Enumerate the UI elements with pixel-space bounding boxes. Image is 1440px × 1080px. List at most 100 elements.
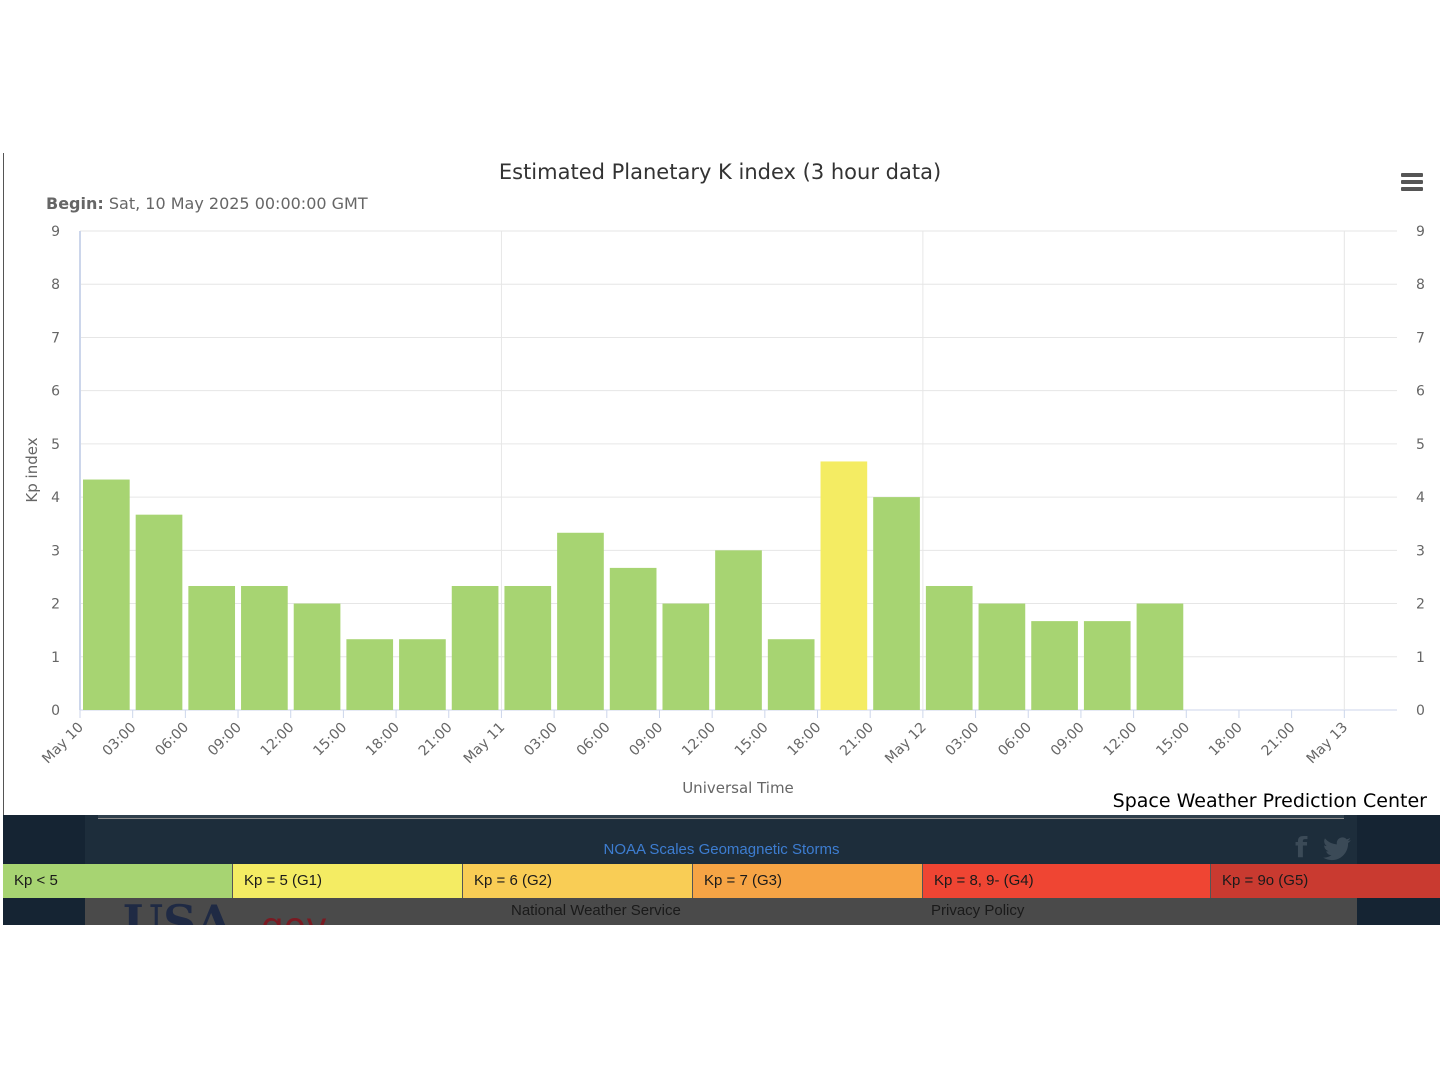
kp-bar (609, 567, 657, 710)
y-tick-label-right: 9 (1416, 224, 1425, 240)
kp-bar (241, 585, 288, 710)
svg-text:gov: gov (261, 906, 327, 925)
kp-bar (346, 639, 394, 710)
legend-kp-5-g1: Kp = 5 (G1) (233, 864, 463, 898)
x-tick-label: May 10 (39, 720, 87, 768)
menu-icon-line (1401, 187, 1423, 191)
kp-bar (873, 497, 920, 710)
chart-title: Estimated Planetary K index (3 hour data… (498, 160, 942, 184)
x-tick-label: 09:00 (626, 720, 666, 760)
kp-bar (293, 603, 341, 710)
kp-bar (504, 585, 552, 710)
legend-kp-8-g4: Kp = 8, 9- (G4) (923, 864, 1211, 898)
x-tick-label: 21:00 (1259, 720, 1299, 760)
x-tick-label: 21:00 (837, 720, 877, 760)
x-tick-label: 03:00 (943, 720, 983, 760)
x-axis-title: Universal Time (682, 779, 794, 797)
y-tick-label-left: 0 (51, 703, 60, 719)
y-tick-label-right: 7 (1416, 330, 1425, 346)
x-tick-label: 06:00 (574, 720, 614, 760)
kp-bar (715, 550, 762, 710)
y-tick-label-left: 6 (51, 384, 60, 400)
kp-bar (1136, 603, 1184, 710)
kp-bar (1031, 621, 1078, 710)
x-tick-label: 15:00 (732, 720, 772, 760)
chart-menu-button[interactable] (1398, 170, 1428, 194)
x-tick-label: May 11 (461, 720, 509, 768)
y-tick-label-right: 8 (1416, 277, 1425, 293)
footer-divider (98, 815, 1344, 819)
kp-bar (135, 514, 183, 710)
axis-labels: 0 0 1 1 2 2 3 3 4 4 5 5 6 6 7 7 8 8 9 9 May 10 03:00 06:00 09:0… (23, 224, 1425, 797)
kp-index-chart: 0 0 1 1 2 2 3 3 4 4 5 5 6 6 7 7 8 8 9 9 May 10 03:00 06:00 09:0… (23, 224, 1425, 797)
x-tick-label: 18:00 (1206, 720, 1246, 760)
y-tick-label-left: 7 (51, 330, 60, 346)
y-tick-label-right: 1 (1416, 650, 1425, 666)
x-tick-label: 21:00 (416, 720, 456, 760)
facebook-icon[interactable]: f (1295, 831, 1308, 864)
menu-icon-line (1401, 180, 1423, 184)
kp-bar (188, 585, 236, 710)
kp-bar (451, 585, 499, 710)
legend-kp-lt-5: Kp < 5 (3, 864, 233, 898)
y-tick-label-right: 5 (1416, 437, 1425, 453)
x-tick-label: 03:00 (521, 720, 561, 760)
y-tick-label-left: 4 (51, 490, 60, 506)
y-tick-label-right: 2 (1416, 597, 1425, 613)
x-tick-label: 03:00 (100, 720, 140, 760)
y-tick-label-left: 9 (51, 224, 60, 240)
kp-scale-legend: Kp < 5 Kp = 5 (G1) Kp = 6 (G2) Kp = 7 (G… (3, 864, 1440, 898)
x-tick-label: 15:00 (1153, 720, 1193, 760)
kp-bar (662, 603, 710, 710)
x-tick-label: May 13 (1304, 720, 1352, 768)
y-tick-label-right: 4 (1416, 490, 1425, 506)
axes (79, 231, 1345, 718)
y-tick-label-left: 2 (51, 597, 60, 613)
x-tick-label: May 12 (882, 720, 930, 768)
nws-link[interactable]: National Weather Service (511, 902, 681, 919)
legend-kp-6-g2: Kp = 6 (G2) (463, 864, 693, 898)
svg-text:USA: USA (123, 900, 233, 925)
subtitle-label: Begin: (46, 194, 104, 213)
bars (83, 461, 1184, 710)
legend-kp-9o-g5: Kp = 9o (G5) (1211, 864, 1440, 898)
y-tick-label-left: 1 (51, 650, 60, 666)
x-tick-label: 06:00 (152, 720, 192, 760)
y-tick-label-right: 0 (1416, 703, 1425, 719)
kp-bar (978, 603, 1026, 710)
kp-bar (925, 585, 973, 710)
menu-icon (1401, 173, 1423, 177)
kp-bar (820, 461, 868, 710)
x-tick-label: 09:00 (1048, 720, 1088, 760)
footer-bottom-bar (85, 898, 1357, 925)
x-tick-label: 09:00 (205, 720, 245, 760)
y-axis-title: Kp index (23, 437, 41, 502)
kp-bar (767, 639, 815, 710)
noaa-scales-link[interactable]: NOAA Scales Geomagnetic Storms (603, 841, 840, 858)
y-tick-label-right: 6 (1416, 384, 1425, 400)
privacy-link[interactable]: Privacy Policy (931, 902, 1025, 919)
x-tick-label: 12:00 (1101, 720, 1141, 760)
x-tick-label: 12:00 (258, 720, 298, 760)
kp-bar (399, 639, 446, 710)
social-links: f (1275, 829, 1355, 865)
y-tick-label-left: 5 (51, 437, 60, 453)
kp-bar (83, 479, 130, 710)
usa-gov-logo-graphic: USA gov (123, 900, 327, 925)
usa-gov-logo[interactable]: USA gov (93, 900, 353, 925)
x-tick-label: 18:00 (784, 720, 824, 760)
legend-kp-7-g3: Kp = 7 (G3) (693, 864, 923, 898)
chart-subtitle: Begin: Sat, 10 May 2025 00:00:00 GMT (46, 194, 368, 213)
y-tick-label-right: 3 (1416, 543, 1425, 559)
y-tick-label-left: 3 (51, 543, 60, 559)
x-tick-label: 12:00 (679, 720, 719, 760)
x-tick-label: 06:00 (995, 720, 1035, 760)
chart-credit[interactable]: Space Weather Prediction Center (1112, 790, 1427, 812)
y-tick-label-left: 8 (51, 277, 60, 293)
x-tick-label: 15:00 (310, 720, 350, 760)
kp-bar (1083, 621, 1131, 710)
x-tick-label: 18:00 (363, 720, 403, 760)
subtitle-value: Sat, 10 May 2025 00:00:00 GMT (108, 194, 368, 213)
kp-bar (557, 532, 604, 710)
twitter-icon[interactable] (1323, 837, 1351, 861)
